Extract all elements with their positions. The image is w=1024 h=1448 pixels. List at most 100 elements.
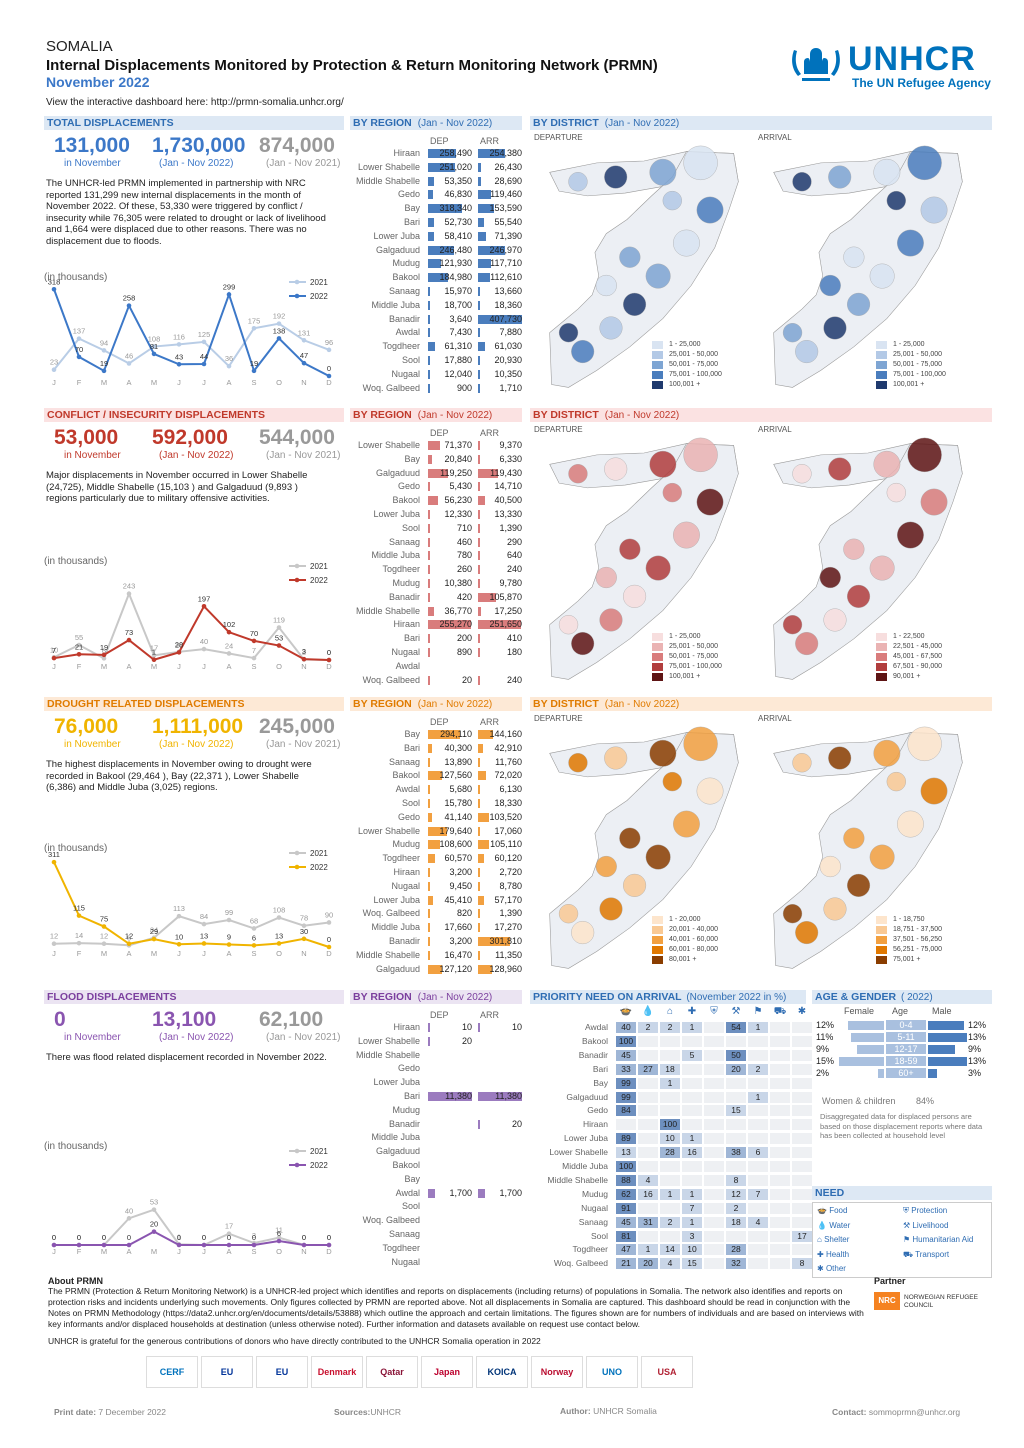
priority-cell <box>704 1133 724 1145</box>
donor-name: Denmark <box>317 1367 357 1377</box>
priority-cell <box>616 1119 636 1131</box>
priority-cell <box>704 1105 724 1117</box>
priority-cell: 47 <box>616 1244 636 1256</box>
priority-cell: 4 <box>660 1258 680 1270</box>
need-legend-item: ✚ Health <box>817 1250 849 1259</box>
kpi-value: 1,111,000 <box>152 715 244 738</box>
section-flood: FLOOD DISPLACEMENTS 0 in November 13,100 (Ja… <box>44 990 992 1270</box>
district-heading: BY DISTRICT (Jan - Nov 2022) <box>530 408 992 422</box>
data-point <box>126 1216 132 1221</box>
kpi-label: (Jan - Nov 2021) <box>266 158 341 169</box>
region-name: Banadir <box>388 1118 420 1129</box>
donor-name: UNO <box>602 1367 622 1377</box>
priority-cell: 10 <box>660 1133 680 1145</box>
region-name: Mudug <box>392 839 420 850</box>
priority-cell <box>638 1161 658 1172</box>
priority-cell <box>792 1022 812 1033</box>
data-label: 3 <box>302 647 306 656</box>
nrc-logo: NRC <box>874 1292 900 1310</box>
data-point <box>76 336 82 341</box>
legend-swatch <box>652 956 663 964</box>
legend-swatch <box>652 633 663 641</box>
arr-value: 6,130 <box>499 784 522 795</box>
arr-col-label: ARR <box>480 136 500 146</box>
chart-unit-label: (in thousands) <box>44 843 107 854</box>
arr-value: 18,360 <box>494 299 522 310</box>
priority-cell <box>770 1202 790 1214</box>
legend-range: 45,001 - 67,500 <box>893 653 943 660</box>
data-point <box>226 292 232 297</box>
dashboard-link[interactable]: View the interactive dashboard here: htt… <box>46 97 344 108</box>
total-region-panel: BY REGION (Jan - Nov 2022) DEP ARR Hiraan 258… <box>350 116 522 396</box>
arr-bar <box>478 454 480 464</box>
donor-logo: EU <box>256 1356 308 1388</box>
data-point <box>251 926 257 931</box>
data-point <box>226 363 232 369</box>
legend-range: 1 - 25,000 <box>893 341 925 348</box>
male-pct: 9% <box>968 1044 982 1054</box>
x-tick-label: S <box>251 378 256 386</box>
data-label: 0 <box>302 1233 306 1242</box>
region-name: Galgaduud <box>375 1146 420 1157</box>
dep-value: 20 <box>461 1035 472 1046</box>
data-label: 131 <box>298 328 311 337</box>
kpi-value: 53,000 <box>54 426 119 449</box>
dep-value: 36,770 <box>444 605 472 616</box>
x-tick-label: J <box>52 949 56 957</box>
x-tick-label: A <box>226 949 231 957</box>
health-icon: ✚ <box>687 1006 697 1017</box>
region-name: Nugaal <box>391 647 420 657</box>
arr-bar <box>478 840 490 850</box>
data-point <box>276 643 282 648</box>
x-tick-label: F <box>77 949 82 957</box>
dep-bar <box>428 923 430 933</box>
priority-cell <box>704 1244 724 1256</box>
water-icon: 💧 <box>817 1220 830 1230</box>
arr-bar <box>478 1092 522 1101</box>
priority-cell <box>704 1216 724 1228</box>
other-icon: ✱ <box>817 1264 826 1273</box>
priority-cell <box>638 1147 658 1159</box>
district-heading: BY DISTRICT (Jan - Nov 2022) <box>530 697 992 711</box>
x-tick-label: O <box>276 378 282 386</box>
female-pct: 11% <box>816 1032 834 1042</box>
dep-bar <box>428 231 435 241</box>
region-name: Sool <box>401 355 420 365</box>
priority-cell <box>704 1119 724 1131</box>
legend-label: 2022 <box>310 863 328 872</box>
chart-unit-label: (in thousands) <box>44 272 107 283</box>
region-name: Gedo <box>397 481 420 492</box>
priority-cell <box>638 1119 658 1131</box>
partner-heading: Partner <box>874 1276 906 1286</box>
female-pct: 9% <box>816 1044 830 1054</box>
need-legend-item: ⌂ Shelter <box>817 1235 849 1244</box>
priority-cell: 1 <box>682 1216 702 1228</box>
dep-map-label: DEPARTURE <box>534 714 583 723</box>
data-label: 0 <box>102 1233 106 1242</box>
priority-region-name: Woq. Galbeed <box>553 1258 608 1269</box>
age-group: 12-17 <box>886 1044 926 1054</box>
arr-map-label: ARRIVAL <box>758 133 792 142</box>
total-dep-map <box>549 145 739 388</box>
arr-value: 246,970 <box>489 244 522 255</box>
region-name: Lower Juba <box>373 894 420 905</box>
legend-range: 67,501 - 90,000 <box>893 663 943 670</box>
x-tick-label: A <box>126 378 131 386</box>
priority-cell <box>682 1119 702 1131</box>
priority-cell <box>704 1174 724 1186</box>
data-point <box>276 1235 282 1240</box>
dep-bar <box>428 496 438 506</box>
data-label: 68 <box>250 916 258 925</box>
region-name: Bay <box>404 203 420 214</box>
priority-cell <box>638 1133 658 1145</box>
arr-map-label: ARRIVAL <box>758 425 792 434</box>
x-tick-label: A <box>126 949 131 957</box>
region-name: Sool <box>401 522 420 533</box>
data-label: 2 <box>302 647 306 656</box>
arr-value: 20 <box>511 1118 522 1129</box>
x-tick-label: J <box>177 662 181 670</box>
series-2022-line <box>54 1230 329 1246</box>
dep-bar <box>428 369 430 379</box>
priority-cell <box>770 1147 790 1159</box>
female-label: Female <box>844 1006 875 1016</box>
